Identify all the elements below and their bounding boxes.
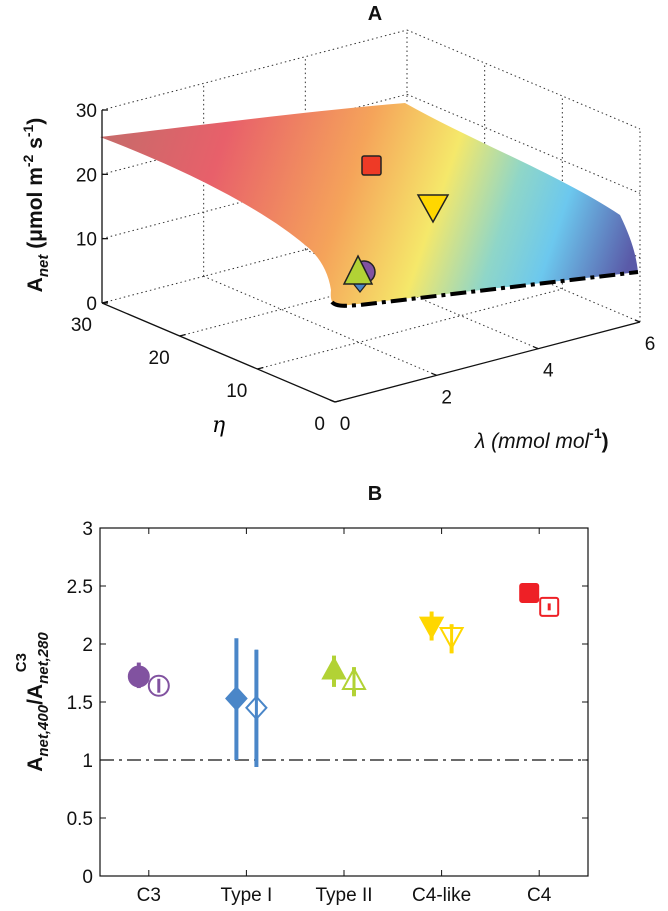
marker-c4-like [416, 194, 450, 224]
lambda-tick-mark [431, 372, 437, 376]
gridline [101, 29, 408, 111]
eta-tick-label: 10 [226, 381, 247, 402]
lambda-axis-label: λ (mmol mol-1) [474, 425, 609, 453]
marker-type-i-filled [225, 686, 248, 712]
z-tick-label: 0 [86, 294, 97, 315]
x-tick-label: Type I [221, 885, 273, 906]
eta-tick-mark [101, 300, 109, 304]
gridline [406, 93, 641, 194]
marker-c4-like-open [438, 627, 465, 651]
marker-type-i-open [245, 695, 268, 721]
x-tick-label: Type II [315, 885, 372, 906]
y-tick-label: 0 [82, 867, 93, 888]
eta-axis [101, 302, 336, 403]
plot-frame [99, 527, 589, 877]
gridline [257, 288, 563, 370]
lambda-tick-label: 6 [645, 334, 656, 355]
eta-tick-label: 20 [149, 348, 170, 369]
marker-c4 [361, 155, 382, 176]
z-tick-label: 10 [76, 230, 97, 251]
lambda-tick-label: 2 [441, 387, 452, 408]
surface [100, 103, 638, 306]
marker-type-ii-filled [321, 656, 347, 680]
gridline [406, 29, 641, 130]
lambda-axis [334, 321, 641, 403]
eta-tick-mark [334, 399, 342, 403]
z-axis-label: Anet (μmol m-2 s-1) [20, 118, 52, 293]
marker-c4-filled [519, 582, 540, 603]
y-tick-label: 0.5 [67, 809, 93, 830]
eta-tick-mark [257, 366, 264, 370]
z-tick-label: 20 [76, 165, 97, 186]
marker-c4-open [539, 596, 560, 617]
lambda-tick-mark [329, 399, 336, 403]
panel-b-title: B [368, 483, 382, 505]
z-tick-label: 30 [76, 101, 97, 122]
lambda-tick-label: 4 [543, 361, 554, 382]
eta-axis-label: η [212, 413, 225, 438]
marker-c3-open [147, 674, 170, 697]
x-tick-label: C3 [137, 885, 161, 906]
gridline [203, 275, 437, 376]
marker-type-ii-open [341, 666, 367, 690]
lambda-tick-mark [634, 319, 641, 323]
y-tick-label: 1 [82, 751, 93, 772]
lambda-tick-mark [533, 346, 539, 350]
x-tick-label: C4-like [412, 885, 471, 906]
gridline [101, 222, 408, 304]
panel-a-title: A [368, 3, 382, 25]
y-tick-label: 2.5 [67, 577, 93, 598]
marker-c3-filled [127, 665, 150, 688]
eta-tick-label: 0 [314, 414, 325, 435]
y-tick-label: 1.5 [67, 693, 93, 714]
marker-type-ii [342, 254, 374, 285]
eta-tick-label: 30 [71, 315, 92, 336]
eta-tick-mark [179, 333, 186, 337]
marker-c4-like-filled [418, 616, 445, 640]
y-axis-label: Anet,400/Anet,280C3 [13, 632, 52, 772]
y-tick-label: 3 [82, 519, 93, 540]
zero-contour-line [330, 270, 639, 308]
lambda-tick-label: 0 [340, 414, 351, 435]
y-tick-label: 2 [82, 635, 93, 656]
x-tick-label: C4 [527, 885, 552, 906]
